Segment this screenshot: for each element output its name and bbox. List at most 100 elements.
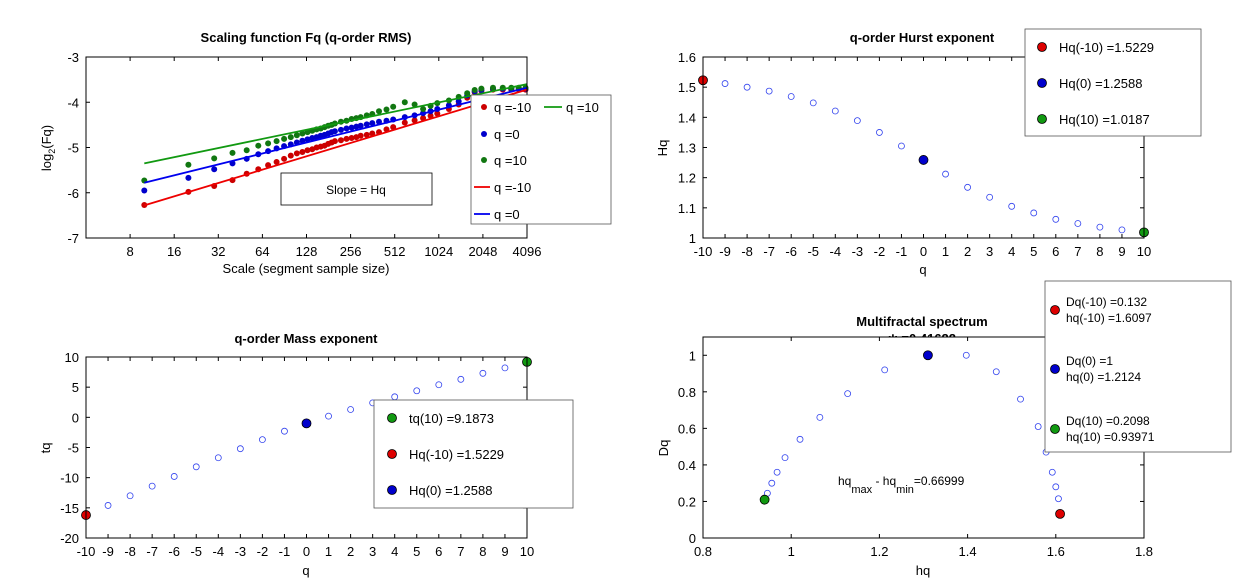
data-point (185, 174, 192, 181)
data-point (881, 366, 889, 374)
legend-marker-dq0 (1050, 364, 1060, 374)
hurst-exponent-chart: q-order Hurst exponent -10 -9 -8 -7 -6 -5 -4 -3… (655, 28, 1202, 277)
legend-label-hq0: hq(0) =1.2124 (1066, 370, 1141, 384)
x-tick-label: 7 (1074, 244, 1081, 259)
x-tick-label: 64 (255, 244, 269, 259)
fit-line (144, 86, 528, 184)
x-tick-label: 9 (501, 544, 508, 559)
x-tick-label: 4096 (513, 244, 542, 259)
y-tick-label: 0.4 (678, 458, 696, 473)
x-tick-label: 8 (1096, 244, 1103, 259)
y-tick-label: 1.5 (678, 80, 696, 95)
y-tick-label: -3 (67, 50, 79, 65)
y-axis-label: Dq (656, 440, 671, 457)
data-point (243, 147, 250, 154)
data-point (273, 138, 280, 145)
data-point (962, 351, 970, 359)
data-point (942, 170, 949, 178)
data-point (229, 149, 236, 156)
legend: q =-10 q =0 q =10 q =-10 q =0 q =10 (470, 94, 612, 225)
data-point (773, 468, 781, 476)
x-tick-label: 16 (167, 244, 181, 259)
data-point (390, 103, 397, 110)
x-tick-label: -6 (168, 544, 180, 559)
legend-label-q10-points: q =10 (494, 153, 527, 168)
y-tick-label: 1.3 (678, 141, 696, 156)
y-tick-label: 10 (65, 350, 79, 365)
legend-label-hq-10: hq(-10) =1.6097 (1066, 311, 1152, 325)
data-point (363, 121, 370, 128)
data-point (478, 85, 485, 92)
x-tick-label: 1 (325, 544, 332, 559)
data-point (768, 479, 776, 487)
x-tick-label: 7 (457, 544, 464, 559)
data-point (434, 110, 441, 117)
data-point (255, 142, 262, 149)
legend-label-hq10: Hq(10) =1.0187 (1059, 112, 1150, 127)
data-point (1034, 423, 1042, 430)
x-tick-label: 4 (391, 544, 398, 559)
x-tick-label: 2048 (468, 244, 497, 259)
y-axis-label: tq (38, 443, 53, 454)
chart-title: Scaling function Fq (q-order RMS) (201, 30, 412, 45)
legend-label-hq0: Hq(0) =1.2588 (1059, 76, 1142, 91)
data-point (992, 368, 1000, 376)
legend-marker-q-10 (481, 104, 487, 110)
data-point (457, 375, 465, 383)
data-point (876, 129, 883, 136)
data-point (401, 119, 408, 126)
x-tick-label: 3 (986, 244, 993, 259)
legend-label-hq0: Hq(0) =1.2588 (409, 483, 492, 498)
data-point (413, 387, 421, 395)
x-tick-label: 0 (303, 544, 310, 559)
x-tick-label: -2 (257, 544, 269, 559)
x-tick-label: -7 (763, 244, 775, 259)
x-tick-label: 1.4 (959, 544, 977, 559)
legend-marker-hq-10 (387, 449, 397, 459)
data-point (348, 124, 355, 131)
series-line (144, 86, 528, 184)
data-point (211, 166, 218, 173)
data-point (287, 152, 294, 159)
x-tick-label: -8 (124, 544, 136, 559)
legend-label-hq-10: Hq(-10) =1.5229 (409, 447, 504, 462)
x-tick-label: -9 (102, 544, 114, 559)
y-axis-label: Hq (655, 140, 670, 157)
x-tick-label: -10 (694, 244, 713, 259)
data-point (1017, 395, 1024, 403)
data-point (401, 99, 408, 106)
x-tick-label: -3 (852, 244, 864, 259)
legend-label-q10-fit: q =10 (566, 100, 599, 115)
mass-exponent-chart: q-order Mass exponent -10 -9 -8 -7 -6 -5 -4 -3-… (38, 331, 574, 578)
data-point (1008, 202, 1016, 210)
data-point (1055, 495, 1062, 503)
data-point (325, 412, 332, 420)
x-tick-label: -3 (235, 544, 247, 559)
data-point (211, 155, 218, 162)
x-tick-label: -6 (785, 244, 797, 259)
x-tick-label: 3 (369, 544, 376, 559)
y-tick-label: 0.6 (678, 421, 696, 436)
chart-title: Multifractal spectrum (856, 314, 987, 329)
data-point (501, 364, 509, 372)
x-tick-label: -1 (896, 244, 908, 259)
x-tick-label: 10 (520, 544, 534, 559)
data-point (455, 98, 462, 105)
x-tick-label: 1.6 (1047, 544, 1065, 559)
data-point (1048, 468, 1056, 476)
y-tick-label: 1.6 (678, 50, 696, 65)
legend-marker-tq10 (387, 413, 397, 423)
series-line (144, 88, 528, 207)
y-tick-label: 0 (689, 531, 696, 546)
x-tick-label: 6 (1052, 244, 1059, 259)
data-point (369, 120, 376, 127)
data-point (796, 435, 804, 443)
x-axis-label: q (919, 262, 926, 277)
x-tick-label: 0 (920, 244, 927, 259)
data-point (293, 132, 300, 139)
x-tick-label: 512 (384, 244, 406, 259)
x-tick-label: 1.8 (1135, 544, 1153, 559)
y-tick-label: -5 (67, 141, 79, 156)
data-point (1074, 220, 1082, 227)
